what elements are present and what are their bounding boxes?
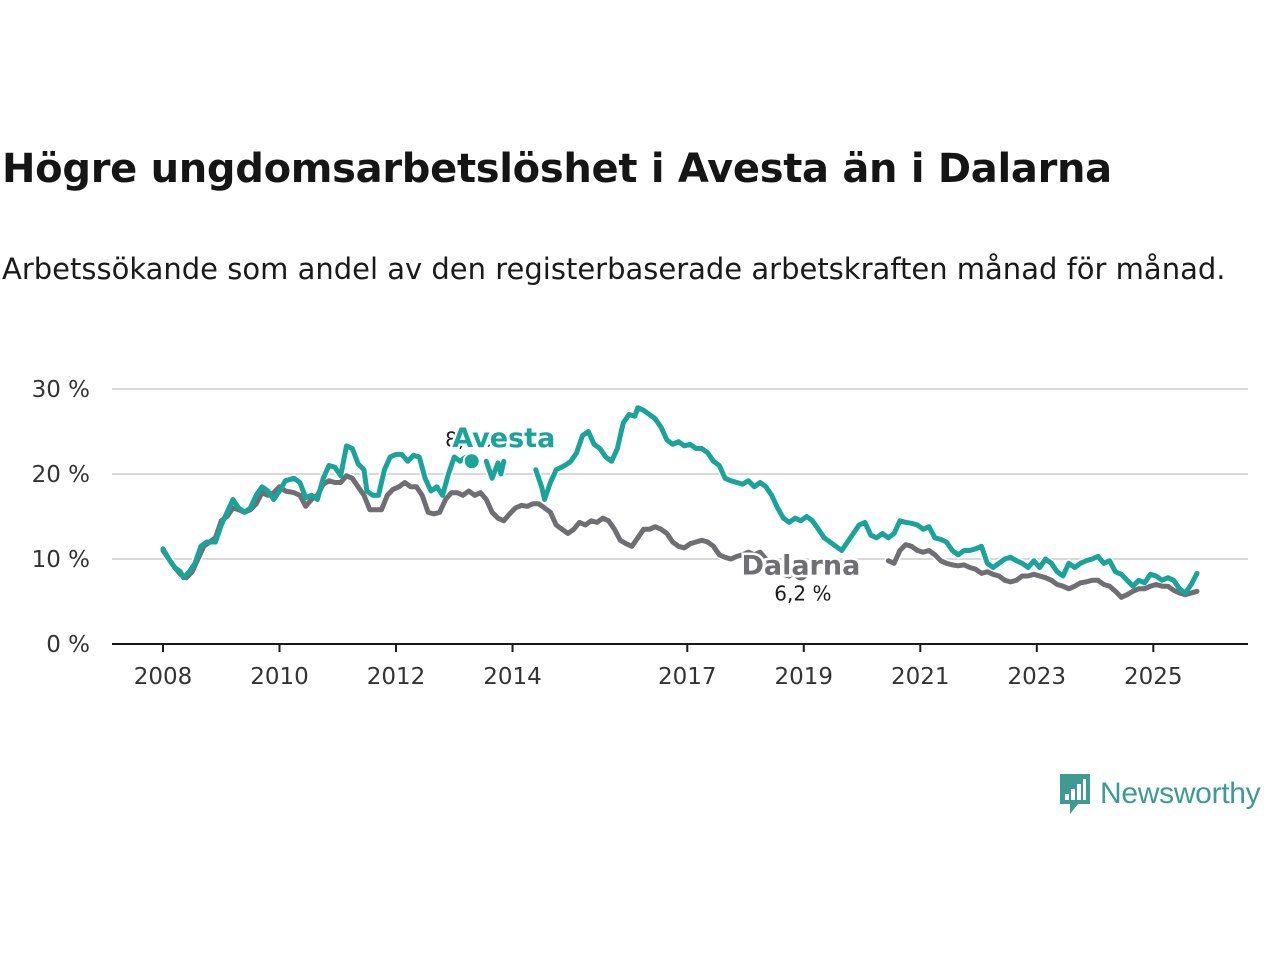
x-tick-label: 2017 (658, 664, 717, 690)
end-value-label-dalarna: 6,2 % (774, 581, 831, 605)
x-tick-label: 2010 (250, 664, 309, 690)
y-tick-label: 10 % (32, 547, 90, 573)
series-label-dalarna: Dalarna (741, 550, 860, 581)
series-line-avesta (533, 405, 1200, 596)
y-tick-label: 0 % (46, 632, 90, 658)
grid-layer (112, 388, 1248, 560)
labels-layer: 8,3 % 6,2 % Avesta Dalarna (445, 420, 863, 605)
x-tick-label: 2012 (367, 664, 426, 690)
series-line-avesta (483, 458, 507, 481)
line-chart: 0 % 10 % 20 % 30 % 2008 2010 2012 2014 2017 2019… (32, 377, 1248, 690)
chart-subtitle: Arbetssökande som andel av den registerb… (2, 252, 1226, 286)
x-tick-label: 2025 (1124, 664, 1183, 690)
y-tick-label: 20 % (32, 462, 90, 488)
x-tick-label: 2008 (134, 664, 193, 690)
newsworthy-logo: Newsworthy (1058, 772, 1261, 816)
y-axis: 0 % 10 % 20 % 30 % (32, 377, 90, 658)
series-layer (159, 403, 1201, 602)
newsworthy-logo-icon (1060, 774, 1090, 814)
x-tick-label: 2023 (1008, 664, 1067, 690)
chart-title: Högre ungdomsarbetslöshet i Avesta än i … (2, 146, 1112, 192)
y-tick-label: 30 % (32, 377, 90, 403)
series-line-dalarna (885, 542, 1200, 600)
x-tick-label: 2014 (483, 664, 542, 690)
x-tick-label: 2021 (891, 664, 950, 690)
x-tick-label: 2019 (775, 664, 834, 690)
end-marker-avesta (462, 452, 481, 471)
series-line-avesta (160, 443, 475, 581)
end-value-label-avesta: 8,3 % (445, 427, 502, 451)
series-label-avesta: Avesta (452, 423, 555, 454)
series-line-halo-avesta (531, 403, 1201, 597)
x-axis: 2008 2010 2012 2014 2017 2019 2021 2023 2025 (112, 643, 1248, 690)
end-marker-dalarna (791, 564, 810, 583)
brand-name: Newsworthy (1100, 777, 1261, 810)
